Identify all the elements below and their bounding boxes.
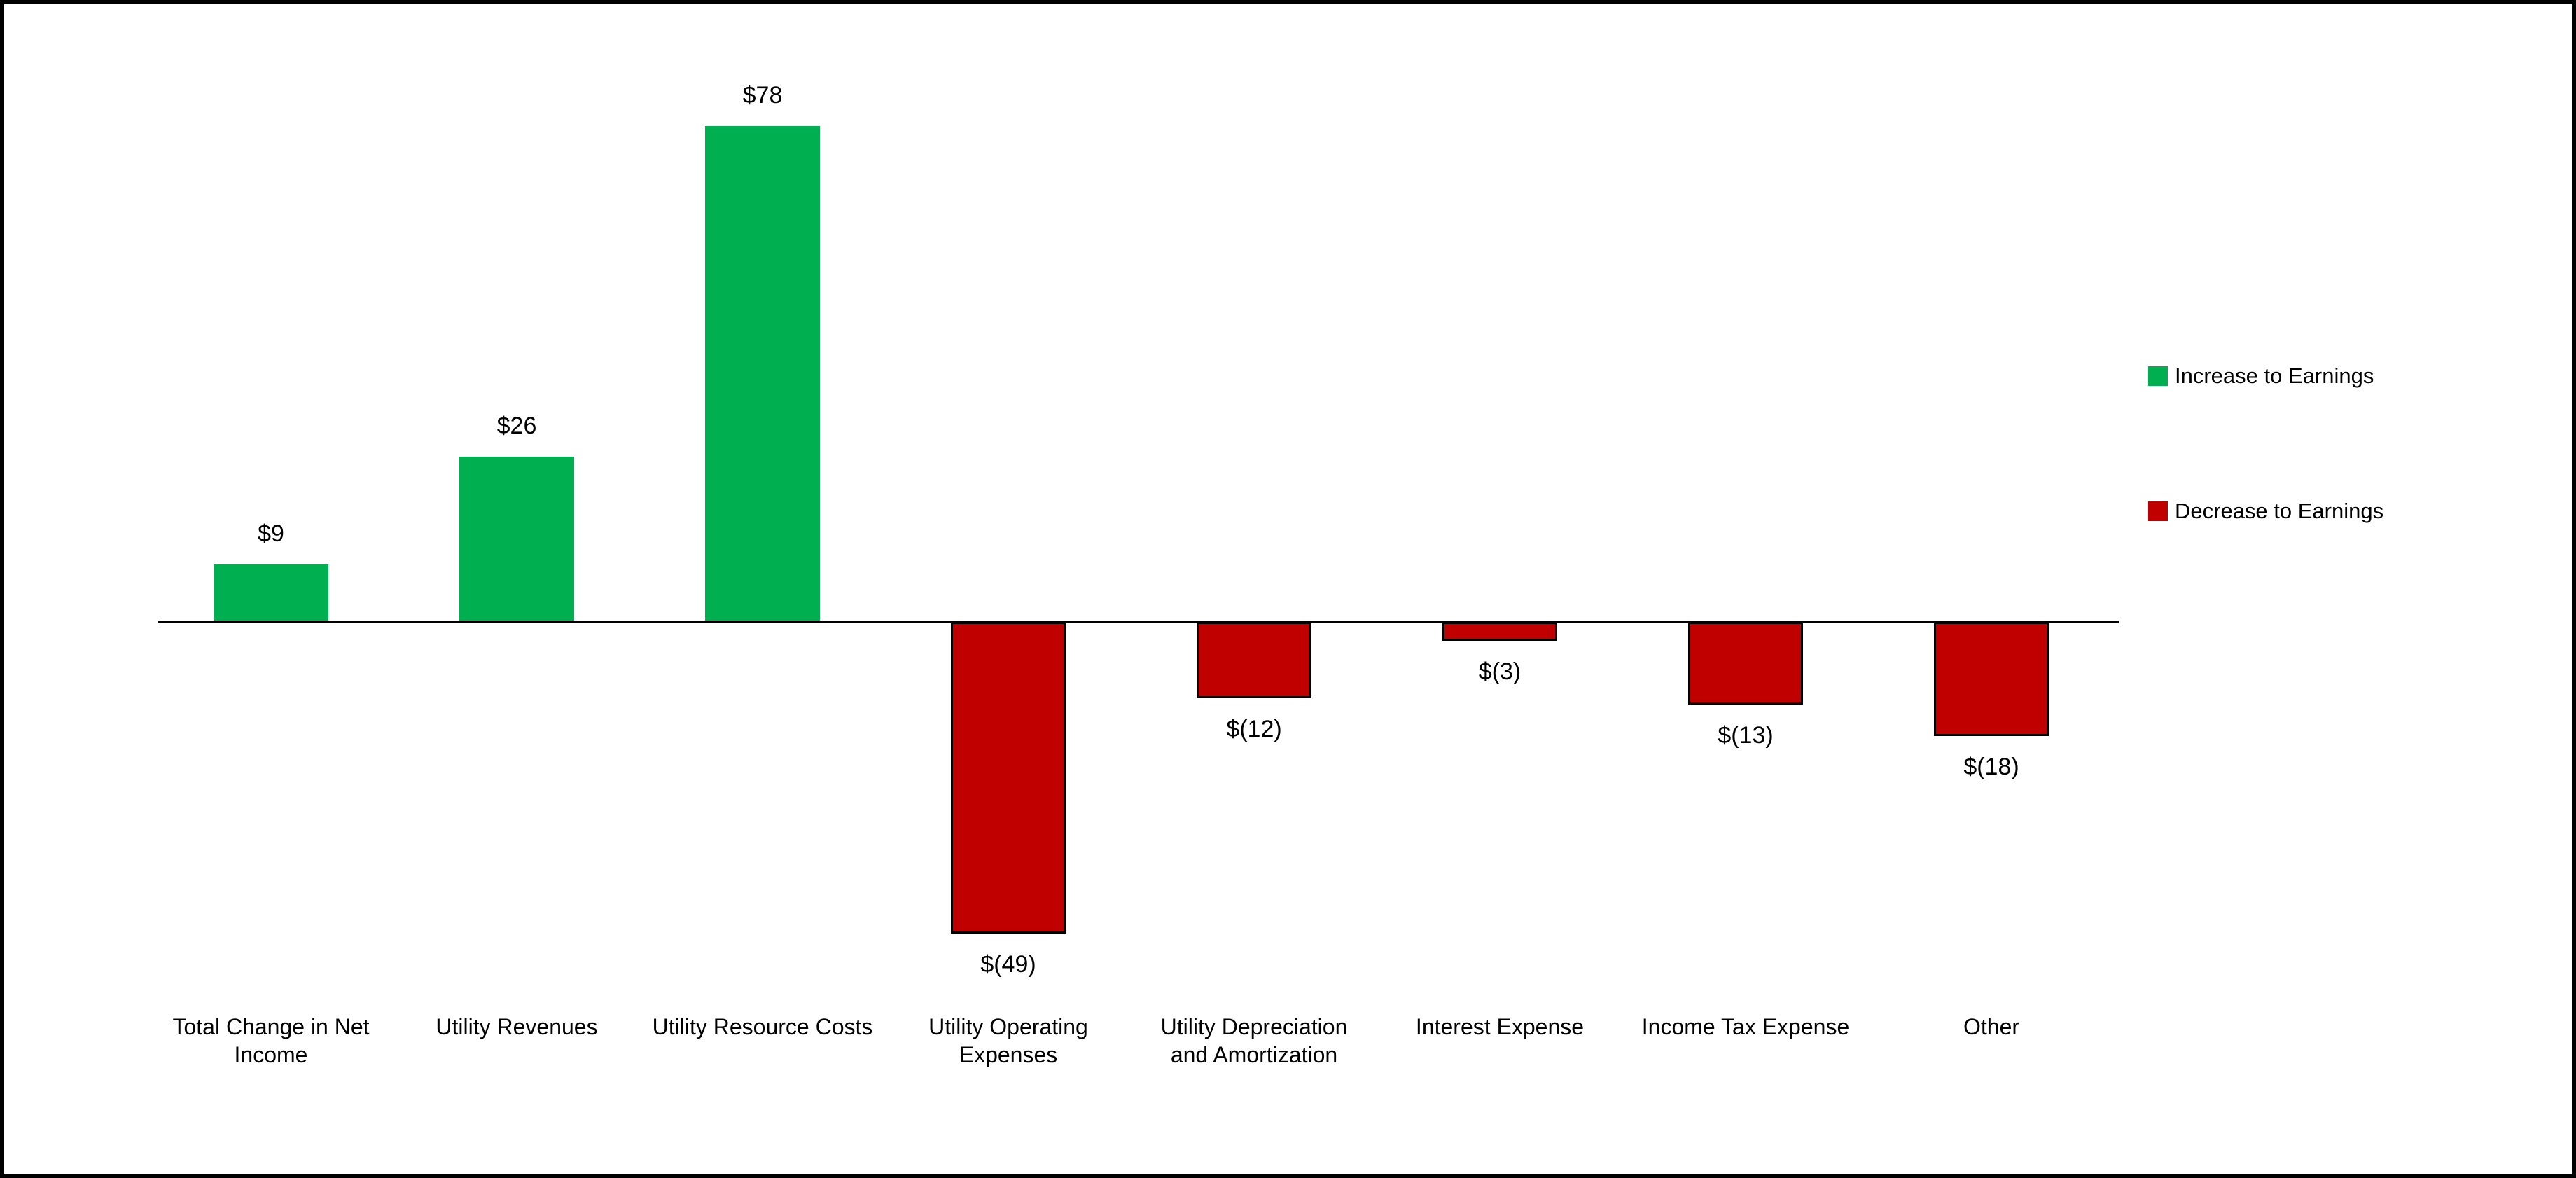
legend-swatch-icon <box>2148 501 2168 521</box>
value-label-utility-operating-expenses: $(49) <box>980 951 1036 978</box>
legend-label: Increase to Earnings <box>2175 363 2374 388</box>
value-label-utility-depreciation-and-amortization: $(12) <box>1226 716 1282 742</box>
category-label-utility-depreciation-and-amortization: Utility Depreciation and Amortization <box>1160 1014 1348 1067</box>
category-label-other: Other <box>1963 1014 2020 1039</box>
bar-total-change-in-net-income <box>214 564 328 622</box>
value-label-utility-revenues: $26 <box>496 413 537 439</box>
bar-utility-operating-expenses <box>951 622 1066 934</box>
value-label-total-change-in-net-income: $9 <box>258 520 284 547</box>
bar-utility-depreciation-and-amortization <box>1197 622 1311 698</box>
legend-swatch-icon <box>2148 366 2168 386</box>
value-label-utility-resource-costs: $78 <box>742 82 783 109</box>
bar-interest-expense <box>1442 622 1557 641</box>
bar-income-tax-expense <box>1688 622 1803 705</box>
legend-label: Decrease to Earnings <box>2175 499 2384 523</box>
category-label-utility-resource-costs: Utility Resource Costs <box>652 1014 873 1039</box>
bar-other <box>1934 622 2049 736</box>
category-label-utility-operating-expenses: Utility Operating Expenses <box>928 1014 1088 1067</box>
x-axis-line <box>158 621 2119 623</box>
category-label-income-tax-expense: Income Tax Expense <box>1641 1014 1850 1039</box>
legend-item-increase-to-earnings: Increase to Earnings <box>2148 363 2374 389</box>
value-label-other: $(18) <box>1963 754 2019 780</box>
bar-utility-revenues <box>459 457 574 622</box>
category-label-utility-revenues: Utility Revenues <box>436 1014 598 1039</box>
legend-item-decrease-to-earnings: Decrease to Earnings <box>2148 498 2383 525</box>
value-label-income-tax-expense: $(13) <box>1718 722 1774 749</box>
category-label-total-change-in-net-income: Total Change in Net Income <box>172 1014 370 1067</box>
value-label-interest-expense: $(3) <box>1478 658 1522 685</box>
bar-utility-resource-costs <box>705 126 820 622</box>
category-label-interest-expense: Interest Expense <box>1415 1014 1585 1039</box>
